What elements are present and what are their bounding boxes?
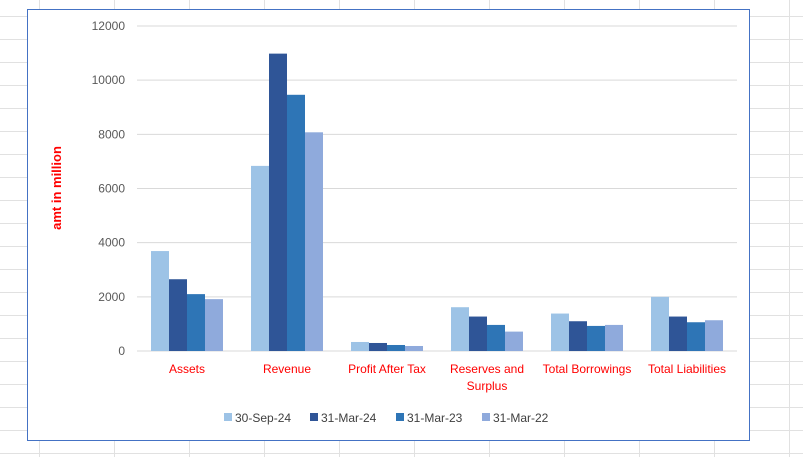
bar-31-Mar-22 [505,331,523,351]
bar-31-Mar-23 [287,94,305,352]
x-category-label: Assets [169,362,205,376]
legend-label: 31-Mar-24 [321,411,377,425]
y-tick-label: 4000 [98,236,125,250]
bar-30-Sep-24 [151,251,169,351]
legend-swatch [310,413,318,421]
bar-31-Mar-22 [705,320,723,351]
bar-30-Sep-24 [251,165,269,351]
bar-31-Mar-22 [305,132,323,351]
legend-label: 31-Mar-23 [407,411,463,425]
y-tick-label: 10000 [92,73,126,87]
bar-31-Mar-23 [587,325,605,351]
bar-31-Mar-22 [405,345,423,351]
legend-label: 30-Sep-24 [235,411,291,425]
x-category-label: Profit After Tax [348,362,426,376]
bar-31-Mar-23 [487,324,505,351]
x-category-label: Total Liabilities [648,362,726,376]
bar-31-Mar-23 [187,294,205,351]
bar-30-Sep-24 [551,313,569,351]
bar-31-Mar-24 [569,321,587,351]
y-tick-label: 6000 [98,182,125,196]
bar-31-Mar-23 [387,344,405,351]
x-category-label: Reserves and [450,362,524,376]
legend-swatch [396,413,404,421]
x-category-label: Revenue [263,362,311,376]
y-axis-title: amt in million [49,146,64,230]
bar-31-Mar-23 [687,322,705,351]
y-tick-label: 0 [118,344,125,358]
bar-31-Mar-24 [269,53,287,351]
legend-swatch [482,413,490,421]
chart-frame[interactable] [27,9,750,441]
bar-31-Mar-24 [469,316,487,351]
x-category-label: Surplus [467,379,508,393]
y-tick-label: 2000 [98,290,125,304]
bar-30-Sep-24 [651,296,669,351]
bar-31-Mar-24 [669,316,687,351]
legend-swatch [224,413,232,421]
bar-30-Sep-24 [351,341,369,351]
x-category-label: Total Borrowings [543,362,632,376]
y-tick-label: 8000 [98,127,125,141]
bar-31-Mar-24 [169,279,187,351]
y-tick-label: 12000 [92,19,126,33]
bar-30-Sep-24 [451,307,469,351]
bar-31-Mar-24 [369,342,387,351]
bar-31-Mar-22 [205,299,223,351]
bar-31-Mar-22 [605,324,623,351]
legend-label: 31-Mar-22 [493,411,549,425]
